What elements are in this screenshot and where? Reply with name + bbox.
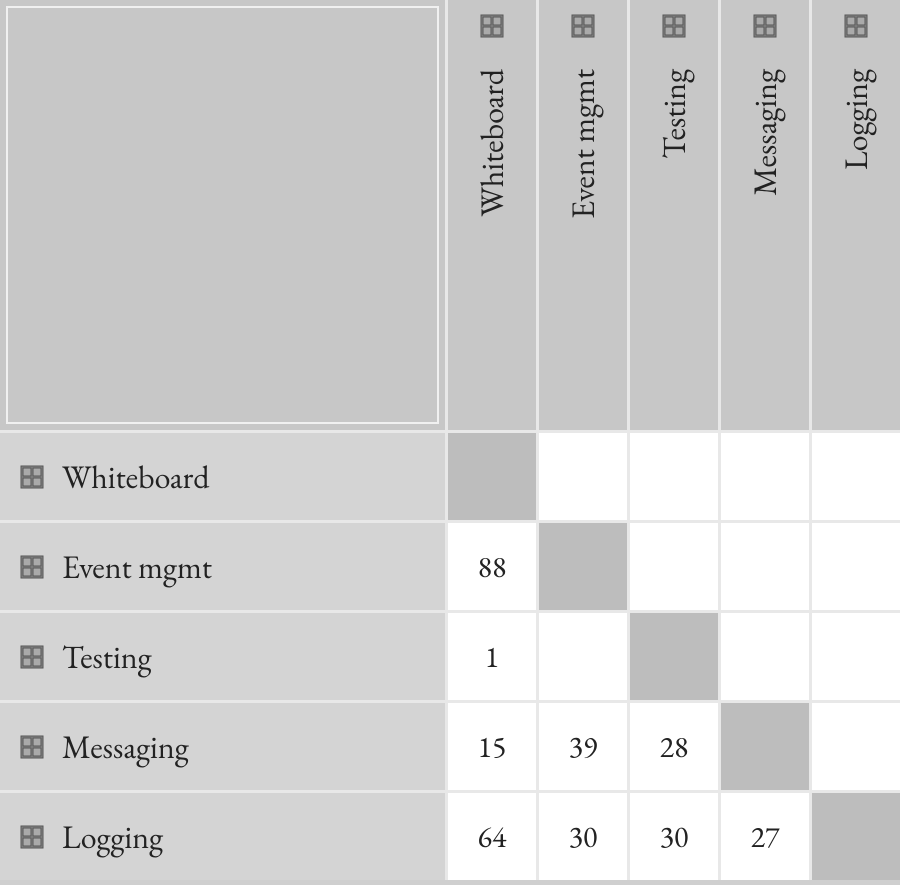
matrix-cell: 39 xyxy=(536,700,627,790)
row-label: Logging xyxy=(62,816,163,858)
grid-icon xyxy=(20,465,44,489)
grid-icon xyxy=(20,825,44,849)
column-header: Messaging xyxy=(718,0,809,430)
column-label: Testing xyxy=(653,69,695,159)
matrix-cell xyxy=(809,430,900,520)
matrix-cell: 88 xyxy=(445,520,536,610)
row-header: Event mgmt xyxy=(0,520,445,610)
matrix-cell xyxy=(627,430,718,520)
matrix-value: 28 xyxy=(660,727,689,766)
matrix-corner xyxy=(0,0,445,430)
matrix-value: 64 xyxy=(478,817,507,856)
matrix-cell-diagonal xyxy=(718,700,809,790)
column-label: Whiteboard xyxy=(471,69,513,217)
matrix-cell-diagonal xyxy=(445,430,536,520)
matrix-cell-diagonal xyxy=(536,520,627,610)
matrix-cell xyxy=(627,520,718,610)
row-header: Messaging xyxy=(0,700,445,790)
row-header: Whiteboard xyxy=(0,430,445,520)
dependency-matrix: Whiteboard Event mgmt Testing Messaging … xyxy=(0,0,900,880)
matrix-cell: 30 xyxy=(627,790,718,880)
row-label: Event mgmt xyxy=(62,546,212,588)
column-header: Event mgmt xyxy=(536,0,627,430)
row-header: Testing xyxy=(0,610,445,700)
column-label: Messaging xyxy=(744,69,786,196)
matrix-cell xyxy=(809,610,900,700)
column-header: Whiteboard xyxy=(445,0,536,430)
matrix-cell: 1 xyxy=(445,610,536,700)
matrix-value: 1 xyxy=(485,637,499,676)
grid-icon xyxy=(20,735,44,759)
matrix-cell: 15 xyxy=(445,700,536,790)
matrix-value: 88 xyxy=(478,547,507,586)
matrix-cell xyxy=(809,700,900,790)
matrix-cell xyxy=(718,610,809,700)
matrix-cell xyxy=(536,430,627,520)
grid-icon xyxy=(20,645,44,669)
matrix-value: 30 xyxy=(569,817,598,856)
matrix-value: 30 xyxy=(660,817,689,856)
matrix-cell: 28 xyxy=(627,700,718,790)
matrix-cell-diagonal xyxy=(627,610,718,700)
column-label: Logging xyxy=(835,69,877,170)
row-label: Testing xyxy=(62,636,152,678)
matrix-cell xyxy=(718,520,809,610)
matrix-cell-diagonal xyxy=(809,790,900,880)
row-header: Logging xyxy=(0,790,445,880)
grid-icon xyxy=(20,555,44,579)
matrix-value: 39 xyxy=(569,727,598,766)
matrix-cell xyxy=(536,610,627,700)
column-label: Event mgmt xyxy=(562,69,604,219)
matrix-cell: 64 xyxy=(445,790,536,880)
matrix-cell xyxy=(809,520,900,610)
column-header: Testing xyxy=(627,0,718,430)
matrix-cell: 27 xyxy=(718,790,809,880)
row-label: Messaging xyxy=(62,726,189,768)
matrix-value: 15 xyxy=(478,727,507,766)
row-label: Whiteboard xyxy=(62,456,210,498)
column-header: Logging xyxy=(809,0,900,430)
matrix-cell xyxy=(718,430,809,520)
matrix-cell: 30 xyxy=(536,790,627,880)
matrix-value: 27 xyxy=(751,817,780,856)
